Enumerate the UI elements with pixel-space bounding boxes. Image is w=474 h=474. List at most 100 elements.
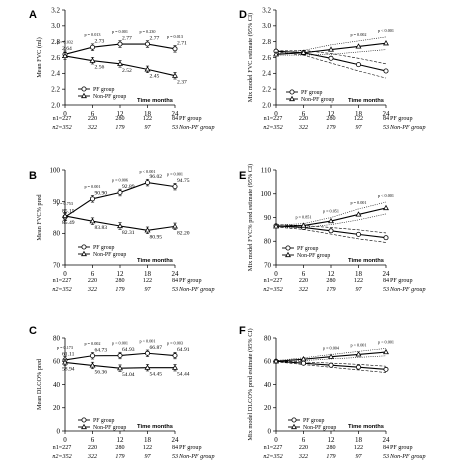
series-pf: 61.11 64.73 64.93 66.87 64.91 bbox=[62, 345, 190, 364]
y-tick-label: 2.4 bbox=[51, 70, 60, 78]
data-point bbox=[117, 353, 123, 359]
y-tick-label: 80 bbox=[264, 334, 272, 342]
data-point bbox=[144, 66, 151, 72]
table-group-label: Non-PF group bbox=[178, 287, 215, 293]
table-count: 280 bbox=[115, 116, 124, 122]
legend-label: Non-PF group bbox=[301, 97, 334, 103]
data-point bbox=[172, 184, 178, 190]
table-count: 322 bbox=[87, 454, 97, 460]
data-point bbox=[328, 228, 334, 234]
data-label: 66.87 bbox=[150, 345, 163, 351]
data-label: 64.93 bbox=[122, 347, 135, 353]
legend-label: PF group bbox=[303, 418, 325, 424]
y-tick-label: 40 bbox=[53, 381, 61, 389]
data-point bbox=[355, 364, 361, 370]
p-value: p = 0.013 bbox=[85, 32, 101, 37]
series-pf bbox=[273, 223, 389, 243]
p-value: p < 0.001 bbox=[378, 28, 394, 33]
x-tick-label: 18 bbox=[144, 270, 152, 278]
panel-letter: D bbox=[239, 9, 247, 21]
table-count: 220 bbox=[299, 445, 308, 451]
table-lead: n1=227 bbox=[53, 116, 72, 122]
table-count: 122 bbox=[354, 116, 363, 122]
table-group-label: PF group bbox=[390, 116, 413, 122]
x-tick-label: 24 bbox=[172, 436, 180, 444]
legend-marker bbox=[285, 251, 291, 258]
table-lead: n1=227 bbox=[53, 278, 72, 284]
data-point bbox=[144, 41, 150, 47]
y-axis-title: Mean FVC% pred bbox=[36, 194, 43, 241]
y-tick-label: 0 bbox=[57, 427, 61, 435]
y-axis-title: Mix model FVC% pred estimate (95% CI) bbox=[247, 164, 254, 271]
p-value: p = 0.003 bbox=[167, 341, 183, 346]
p-value: p < 0.001 bbox=[140, 338, 156, 343]
table-group-label: Non-PF group bbox=[178, 125, 215, 131]
panel-c: C 0 20 40 60 80 0 6 12 18 24 Time months Mean DLCO% … bbox=[29, 325, 215, 460]
x-tick-label: 24 bbox=[383, 270, 391, 278]
x-axis-label: Time months bbox=[348, 424, 384, 430]
y-tick-label: 2.2 bbox=[262, 86, 271, 94]
ci-lower-line bbox=[275, 355, 387, 363]
table-count: 97 bbox=[144, 454, 151, 460]
series-pf: 2.64 2.73 2.77 2.77 2.71 bbox=[62, 36, 187, 58]
y-tick-label: 60 bbox=[264, 358, 272, 366]
table-count: 97 bbox=[355, 287, 362, 293]
data-point bbox=[300, 49, 307, 55]
table-count: 220 bbox=[88, 278, 97, 284]
series-line bbox=[64, 182, 176, 218]
data-point bbox=[355, 43, 362, 49]
p-value: p = 0.004 bbox=[323, 346, 340, 351]
p-value: p < 0.001 bbox=[140, 169, 156, 174]
table-count: 53 bbox=[383, 287, 389, 293]
p-value: p = 0.032 bbox=[57, 39, 73, 44]
data-label: 2.64 bbox=[62, 46, 72, 52]
data-point bbox=[172, 72, 178, 78]
x-tick-label: 18 bbox=[355, 110, 363, 118]
ci-lower-line bbox=[275, 226, 387, 243]
y-axis-title: Mix model FVC estimate (95% CI) bbox=[247, 13, 254, 102]
table-count: 280 bbox=[115, 278, 124, 284]
table-count: 84 bbox=[172, 116, 178, 122]
table-lead: n2=352 bbox=[52, 287, 71, 293]
p-value: p = 0.051 bbox=[323, 209, 339, 214]
x-tick-label: 6 bbox=[302, 270, 306, 278]
p-value: p = 0.173 bbox=[57, 345, 73, 350]
data-point bbox=[300, 355, 307, 362]
data-point bbox=[117, 41, 123, 47]
table-count: 220 bbox=[88, 116, 97, 122]
x-tick-label: 12 bbox=[117, 436, 125, 444]
table-count: 220 bbox=[88, 445, 97, 451]
table-count: 220 bbox=[299, 116, 308, 122]
y-tick-label: 80 bbox=[53, 334, 61, 342]
table-count: 280 bbox=[326, 278, 335, 284]
data-point bbox=[328, 353, 334, 359]
table-lead: n1=227 bbox=[264, 278, 283, 284]
data-point bbox=[273, 358, 279, 364]
table-count: 179 bbox=[115, 125, 124, 131]
y-tick-label: 2.6 bbox=[262, 54, 271, 62]
table-group-label: PF group bbox=[390, 278, 413, 284]
x-tick-label: 24 bbox=[383, 436, 391, 444]
ci-upper-line bbox=[276, 50, 387, 65]
data-point bbox=[273, 223, 279, 229]
table-count: 179 bbox=[326, 287, 335, 293]
y-tick-label: 80 bbox=[53, 230, 61, 238]
data-label: 82.20 bbox=[177, 230, 190, 236]
table-count: 179 bbox=[115, 454, 124, 460]
data-point bbox=[383, 235, 389, 241]
table-count: 322 bbox=[298, 287, 308, 293]
table-count: 53 bbox=[172, 125, 178, 131]
data-point bbox=[172, 353, 178, 359]
x-tick-label: 12 bbox=[117, 270, 125, 278]
panel-e: E 70 80 90 100 110 0 6 12 18 24 Time months Mix mode… bbox=[239, 164, 426, 293]
p-value: p < 0.001 bbox=[378, 193, 394, 198]
legend-label: Non-PF group bbox=[93, 425, 126, 431]
y-tick-label: 100 bbox=[261, 190, 272, 198]
x-axis-label: Time months bbox=[137, 424, 173, 430]
table-lead: n2=352 bbox=[263, 454, 282, 460]
x-axis-label: Time months bbox=[348, 98, 384, 104]
y-tick-label: 40 bbox=[264, 381, 272, 389]
ci-upper-line bbox=[275, 36, 387, 54]
table-lead: n2=352 bbox=[52, 125, 71, 131]
